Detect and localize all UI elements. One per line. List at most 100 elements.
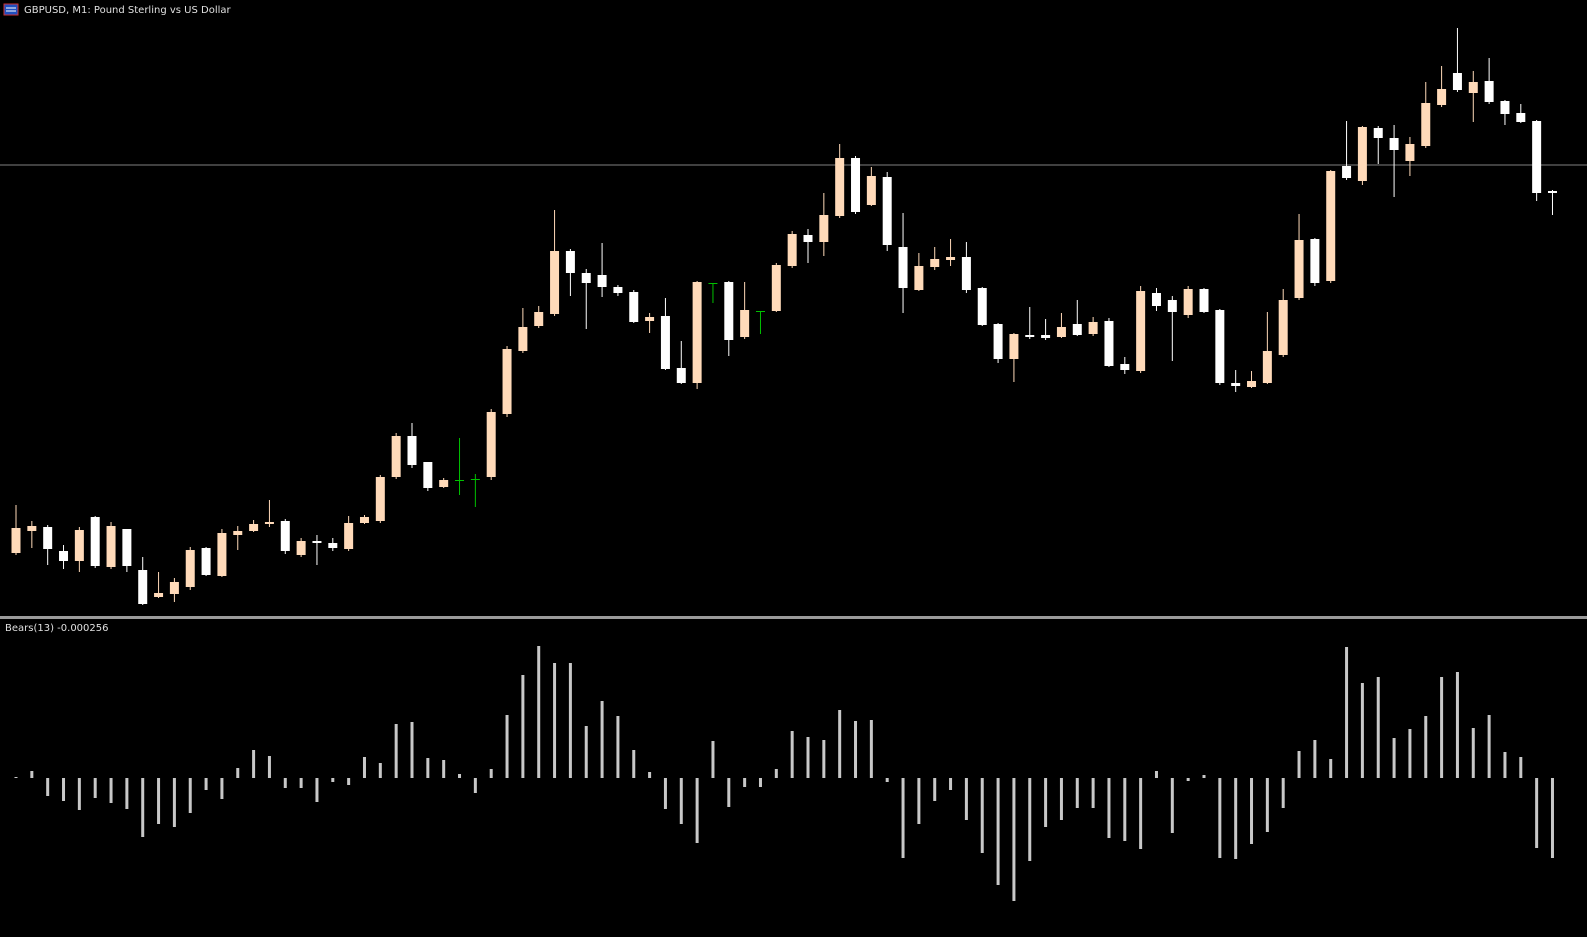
histogram-bar	[727, 778, 731, 807]
histogram-bar	[1503, 752, 1507, 778]
histogram-bar	[1059, 778, 1063, 820]
histogram-bar	[30, 771, 34, 778]
candle-body	[1468, 82, 1478, 93]
candle-body	[359, 517, 369, 523]
indicator-title: Bears(13) -0.000256	[5, 623, 109, 634]
histogram-bar	[1535, 778, 1539, 848]
histogram-bar	[442, 760, 446, 778]
candle-body	[344, 523, 354, 549]
candle-body	[1262, 351, 1272, 383]
histogram-bar	[1471, 728, 1475, 778]
candle-body	[1167, 300, 1177, 312]
candle-body	[1025, 335, 1035, 337]
histogram-bar	[62, 778, 66, 801]
histogram-bar	[1012, 778, 1016, 901]
candle-body	[787, 234, 797, 266]
candle-body	[1500, 101, 1510, 114]
candle-body	[1310, 239, 1320, 283]
candle-body	[1278, 300, 1288, 355]
candle-body	[898, 247, 908, 288]
candle-body	[1326, 171, 1336, 281]
candle-body	[122, 529, 132, 566]
candle-body	[296, 541, 306, 555]
histogram-bar	[46, 778, 50, 796]
candle-body	[518, 327, 528, 351]
candle-body	[660, 316, 670, 369]
histogram-bar	[1202, 775, 1206, 778]
candle-body	[930, 259, 940, 267]
histogram-bar	[93, 778, 97, 798]
histogram-bar	[663, 778, 667, 809]
candle-body	[233, 531, 243, 535]
histogram-bar	[362, 757, 366, 778]
candle-body	[502, 349, 512, 414]
histogram-bar	[299, 778, 303, 788]
candle-body	[1056, 327, 1066, 337]
panel-separator	[0, 616, 1587, 619]
candle-body	[185, 550, 195, 587]
candle-body	[1215, 310, 1225, 383]
histogram-bar	[1440, 677, 1444, 778]
candle-body	[43, 527, 53, 549]
histogram-bar	[1028, 778, 1032, 861]
candle-body	[803, 235, 813, 242]
candle-body	[59, 551, 69, 561]
histogram-bar	[1044, 778, 1048, 827]
histogram-bar	[711, 741, 715, 778]
candle-body	[280, 521, 290, 551]
histogram-bar	[584, 726, 588, 778]
candle-body	[1136, 291, 1146, 371]
histogram-bar	[315, 778, 319, 802]
histogram-bar	[1186, 778, 1190, 781]
candle-body	[1104, 321, 1114, 366]
histogram-bar	[1408, 729, 1412, 778]
histogram-bar	[505, 715, 509, 778]
histogram-bar	[1139, 778, 1143, 849]
histogram-bar	[1234, 778, 1238, 859]
candle-body	[74, 530, 84, 561]
histogram-bar	[648, 772, 652, 778]
candle-body	[328, 543, 338, 548]
candle-body	[1231, 383, 1241, 386]
histogram-bar	[252, 750, 256, 778]
candle-body	[11, 528, 21, 553]
candle-body	[629, 292, 639, 322]
candle-body	[771, 265, 781, 311]
histogram-bar	[521, 675, 525, 778]
histogram-bar	[1550, 778, 1554, 858]
candle-body	[201, 548, 211, 575]
histogram-bar	[1455, 672, 1459, 778]
candle-body	[597, 275, 607, 287]
candle-body	[407, 436, 417, 465]
candle-body	[1532, 121, 1542, 193]
histogram-bar	[600, 701, 604, 778]
histogram-bar	[109, 778, 113, 803]
histogram-bar	[869, 720, 873, 778]
candle-body	[1357, 127, 1367, 181]
candle-body	[692, 282, 702, 383]
candle-body	[455, 480, 465, 481]
candle-body	[1088, 322, 1098, 334]
histogram-bar	[283, 778, 287, 788]
histogram-bar	[1250, 778, 1254, 844]
histogram-bar	[537, 646, 541, 778]
candle-body	[565, 251, 575, 273]
candle-body	[391, 436, 401, 477]
histogram-bar	[806, 737, 810, 778]
candle-body	[439, 480, 449, 487]
candle-body	[550, 251, 560, 314]
histogram-bar	[553, 663, 557, 778]
chart-title: GBPUSD, M1: Pound Sterling vs US Dollar	[24, 5, 232, 16]
candle-body	[613, 287, 623, 293]
candle-body	[106, 526, 116, 567]
histogram-bar	[790, 731, 794, 778]
candle-body	[1294, 240, 1304, 298]
histogram-bar	[489, 769, 493, 778]
histogram-bar	[204, 778, 208, 790]
candle-body	[1199, 289, 1209, 312]
histogram-bar	[172, 778, 176, 827]
histogram-bar	[996, 778, 1000, 885]
histogram-bar	[1091, 778, 1095, 808]
candle-body	[819, 215, 829, 242]
candle-body	[375, 477, 385, 521]
